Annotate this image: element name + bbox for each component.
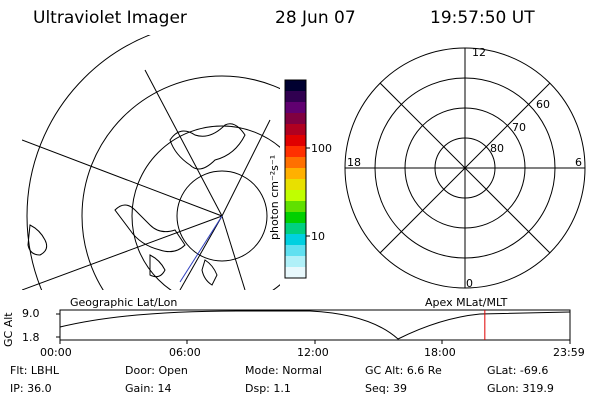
info-glat-label: GLat: — [487, 364, 517, 377]
meridian-1 — [22, 139, 223, 217]
info-gcalt: GC Alt: 6.6 Re — [365, 364, 442, 377]
geo-map-label: Geographic Lat/Lon — [70, 296, 178, 309]
info-mode: Mode: Normal — [245, 364, 322, 377]
info-gcalt-label: GC Alt: — [365, 364, 404, 377]
altitude-curve — [59, 310, 571, 340]
colorbar-unit-label: photon cm⁻²s⁻¹ — [268, 154, 281, 240]
info-mode-value: Normal — [282, 364, 322, 377]
meridian-2 — [22, 215, 223, 290]
info-glat: GLat: -69.6 — [487, 364, 548, 377]
info-door-label: Door: — [125, 364, 155, 377]
info-glon-label: GLon: — [487, 382, 519, 395]
mlt-label-12: 12 — [472, 46, 486, 59]
info-glon: GLon: 319.9 — [487, 382, 554, 395]
info-seq-label: Seq: — [365, 382, 390, 395]
coastline-3 — [149, 254, 166, 278]
info-dsp: Dsp: 1.1 — [245, 382, 291, 395]
altitude-xtick-label-2: 12:00 — [297, 346, 329, 359]
info-seq-value: 39 — [392, 382, 407, 395]
colorbar-cell — [285, 157, 306, 169]
meridian-5 — [179, 215, 223, 290]
colorbar-label-10: 10 — [311, 230, 325, 243]
altitude-xtick-label-4: 23:59 — [553, 346, 585, 359]
colorbar-cell — [285, 124, 306, 136]
info-mode-label: Mode: — [245, 364, 279, 377]
geographic-map — [22, 35, 280, 290]
colorbar-cell — [285, 80, 306, 92]
altitude-xtick-label-3: 18:00 — [424, 346, 456, 359]
mlat-label-60: 60 — [536, 98, 550, 111]
polar-plot-label: Apex MLat/MLT — [425, 296, 508, 309]
altitude-plot — [56, 309, 571, 344]
colorbar-cell — [285, 201, 306, 213]
meridian-3 — [144, 69, 223, 217]
date-label: 28 Jun 07 — [275, 8, 356, 28]
info-flt-label: Flt: — [10, 364, 28, 377]
info-flt: Flt: LBHL — [10, 364, 59, 377]
colorbar-cell — [285, 212, 306, 224]
colorbar-cell — [285, 135, 306, 147]
colorbar-cell — [285, 102, 306, 114]
colorbar-cell — [285, 146, 306, 158]
info-glon-value: 319.9 — [522, 382, 554, 395]
terminator-line — [179, 215, 223, 283]
altitude-ytick-1.8: 1.8 — [22, 331, 40, 344]
colorbar-cell — [285, 256, 306, 268]
lat-circle-3 — [81, 75, 280, 290]
mlat-label-80: 80 — [490, 142, 504, 155]
info-ip: IP: 36.0 — [10, 382, 52, 395]
info-ip-label: IP: — [10, 382, 24, 395]
lat-circle-4 — [26, 35, 151, 290]
lat-circle-2 — [131, 125, 280, 290]
info-dsp-label: Dsp: — [245, 382, 270, 395]
info-flt-value: LBHL — [30, 364, 59, 377]
colorbar-cell — [285, 234, 306, 246]
instrument-title: Ultraviolet Imager — [33, 8, 187, 28]
info-glat-value: -69.6 — [519, 364, 549, 377]
altitude-frame — [59, 309, 571, 341]
mlt-label-6: 6 — [575, 156, 582, 169]
info-ip-value: 36.0 — [27, 382, 52, 395]
meridian-4 — [221, 119, 271, 217]
colorbar-cell — [285, 190, 306, 202]
altitude-xtick-label-1: 06:00 — [169, 346, 201, 359]
colorbar-cell — [285, 168, 306, 180]
colorbar-cell — [285, 113, 306, 125]
info-door: Door: Open — [125, 364, 188, 377]
colorbar-cell — [285, 91, 306, 103]
lat-circle-inner — [176, 170, 268, 262]
info-gcalt-value: 6.6 Re — [406, 364, 442, 377]
colorbar-label-100: 100 — [311, 142, 332, 155]
altitude-xtick-label-0: 00:00 — [40, 346, 72, 359]
polar-plot — [344, 47, 586, 289]
info-door-value: Open — [158, 364, 188, 377]
info-seq: Seq: 39 — [365, 382, 407, 395]
mlt-label-18: 18 — [347, 156, 361, 169]
info-dsp-value: 1.1 — [273, 382, 291, 395]
mlt-label-0: 0 — [466, 277, 473, 290]
coastline-5 — [201, 259, 218, 286]
coastline-1 — [169, 123, 246, 170]
colorbar-cell — [285, 223, 306, 235]
info-gain: Gain: 14 — [125, 382, 172, 395]
altitude-ytick-9: 9.0 — [22, 307, 40, 320]
mlt-line-diag2 — [379, 82, 551, 254]
colorbar-cell — [285, 267, 306, 279]
coastline-2 — [114, 204, 186, 253]
colorbar-cell — [285, 245, 306, 257]
info-gain-value: 14 — [157, 382, 172, 395]
mlat-label-70: 70 — [512, 121, 526, 134]
time-label: 19:57:50 UT — [430, 8, 535, 28]
colorbar-frame — [284, 79, 307, 279]
colorbar-cell — [285, 179, 306, 191]
meridian-6 — [221, 215, 246, 290]
info-gain-label: Gain: — [125, 382, 154, 395]
altitude-ylabel: GC Alt — [2, 312, 15, 347]
coastline-4 — [27, 224, 48, 256]
colorbar — [284, 79, 310, 279]
